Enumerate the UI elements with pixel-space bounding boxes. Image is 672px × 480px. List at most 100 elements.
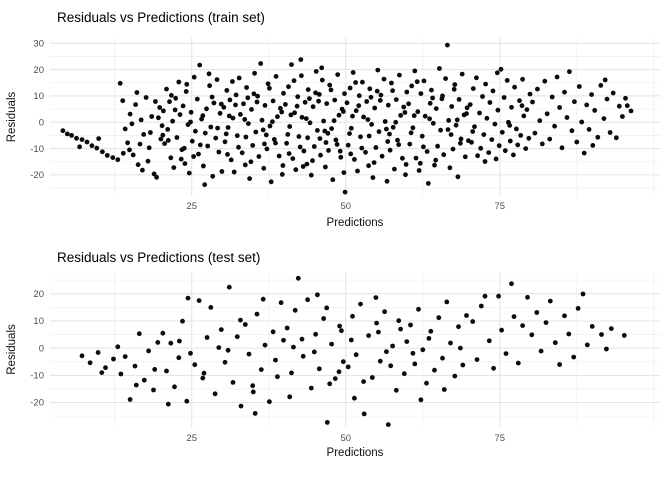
y-tick-label: 10 — [33, 316, 44, 327]
data-point — [404, 89, 410, 95]
data-point — [324, 305, 330, 311]
data-point — [120, 150, 126, 156]
data-point — [211, 100, 217, 106]
data-point — [537, 118, 543, 124]
data-point — [449, 104, 455, 109]
data-point — [224, 88, 230, 93]
data-point — [557, 105, 562, 110]
data-point — [347, 131, 352, 137]
data-point — [292, 307, 298, 313]
data-point — [162, 141, 168, 147]
data-point — [136, 331, 142, 337]
data-point — [455, 174, 461, 180]
data-point — [122, 354, 128, 359]
data-point — [311, 144, 317, 149]
data-point — [188, 119, 193, 125]
data-point — [446, 118, 452, 123]
data-point — [338, 154, 344, 160]
data-point — [146, 348, 152, 354]
data-point — [260, 127, 266, 133]
data-point — [103, 365, 108, 371]
data-point — [273, 357, 278, 363]
data-point — [589, 324, 595, 329]
data-point — [138, 117, 144, 123]
x-tick-label: 75 — [495, 433, 506, 444]
data-point — [176, 79, 182, 85]
data-point — [526, 135, 532, 141]
data-point — [403, 172, 408, 178]
data-point — [299, 73, 304, 79]
data-point — [496, 293, 501, 299]
data-point — [248, 159, 254, 165]
data-point — [366, 163, 371, 169]
data-point — [364, 99, 370, 104]
data-point — [396, 318, 402, 324]
y-tick-label: -20 — [30, 398, 44, 409]
data-point — [518, 133, 524, 138]
data-point — [376, 329, 381, 335]
chart-title: Residuals vs Predictions (test set) — [57, 250, 260, 265]
data-point — [164, 368, 169, 374]
data-point — [271, 137, 277, 142]
data-point — [226, 284, 232, 290]
data-point — [193, 128, 198, 134]
data-point — [564, 115, 570, 120]
data-point — [547, 298, 553, 304]
data-point — [559, 145, 565, 151]
data-point — [443, 76, 448, 81]
data-point — [315, 127, 320, 133]
data-point — [356, 93, 362, 99]
data-point — [177, 338, 182, 344]
data-point — [590, 143, 596, 148]
y-tick-label: 10 — [33, 91, 44, 102]
data-point — [501, 95, 507, 100]
data-point — [69, 133, 74, 138]
x-tick-label: 25 — [186, 201, 197, 212]
data-point — [327, 82, 333, 88]
data-point — [238, 112, 243, 117]
data-point — [451, 86, 457, 92]
data-point — [356, 103, 362, 109]
data-point — [378, 92, 384, 98]
data-point — [336, 369, 342, 375]
data-point — [376, 129, 382, 135]
data-point — [406, 101, 411, 107]
data-point — [313, 90, 318, 96]
data-point — [448, 132, 454, 138]
data-point — [475, 153, 480, 159]
y-tick-labels: 20 10 0 -10 -20 — [30, 289, 44, 409]
data-point — [574, 139, 580, 145]
data-point — [308, 385, 314, 391]
data-point — [412, 361, 418, 367]
data-point — [77, 144, 82, 150]
data-point — [246, 351, 252, 357]
data-point — [379, 153, 385, 159]
data-point — [244, 85, 250, 90]
data-point — [580, 291, 586, 297]
data-point — [409, 83, 415, 89]
data-point — [401, 104, 407, 110]
data-point — [191, 154, 197, 159]
data-point — [326, 148, 331, 153]
y-axis-title: Residuals — [6, 92, 18, 143]
data-point — [96, 136, 102, 142]
data-point — [132, 363, 138, 369]
data-point — [276, 153, 282, 159]
data-point — [251, 91, 257, 97]
y-tick-label: 20 — [33, 289, 44, 300]
data-point — [453, 122, 459, 128]
data-point — [230, 79, 235, 84]
data-point — [416, 306, 421, 312]
data-point — [192, 362, 198, 368]
data-point — [345, 142, 351, 148]
data-point — [492, 121, 498, 127]
data-point — [348, 125, 354, 131]
data-point — [333, 137, 339, 143]
data-point — [566, 331, 572, 337]
data-point — [243, 134, 249, 140]
data-point — [238, 403, 244, 409]
data-point — [366, 333, 371, 338]
data-point — [185, 295, 191, 301]
data-point — [127, 111, 133, 117]
y-tick-label: 0 — [39, 117, 44, 128]
